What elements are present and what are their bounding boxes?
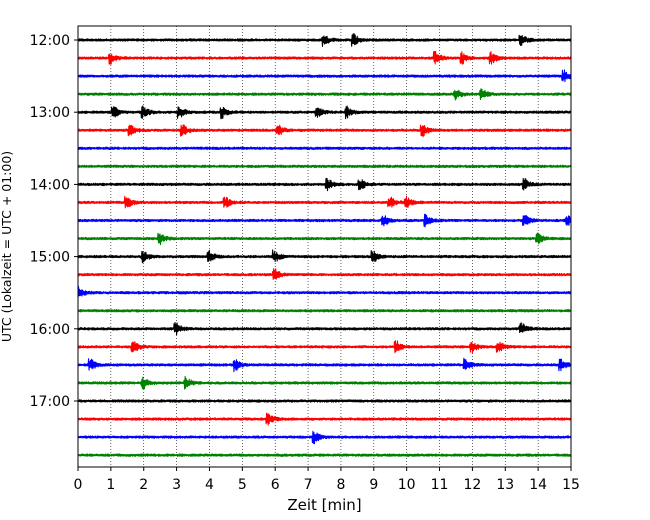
x-tick-label-1: 1 (106, 477, 115, 493)
seismic-traces (77, 33, 572, 457)
x-tick-label-12: 12 (463, 477, 481, 493)
trace-1400 (77, 177, 572, 192)
x-tick-label-15: 15 (562, 477, 580, 493)
trace-1745 (77, 453, 572, 457)
y-axis-label: UTC (Lokalzeit = UTC + 01:00) (0, 151, 14, 342)
plot-frame (77, 25, 572, 468)
y-tick-label-1500: 15:00 (30, 250, 70, 266)
y-tick-label-1300: 13:00 (30, 105, 70, 121)
x-tick-label-5: 5 (238, 477, 247, 493)
trace-1415 (77, 195, 572, 209)
x-axis-ticks: 0 1 2 3 4 5 6 7 8 9 10 11 12 13 14 15 (74, 467, 580, 493)
trace-1730 (77, 430, 572, 445)
x-tick-label-6: 6 (271, 477, 280, 493)
x-tick-label-9: 9 (369, 477, 378, 493)
y-axis-ticks: 12:00 13:00 14:00 15:00 16:00 17:00 (30, 33, 78, 410)
x-tick-label-0: 0 (74, 477, 83, 493)
trace-1245 (77, 88, 572, 101)
trace-1230 (77, 69, 572, 83)
trace-1700 (77, 399, 572, 403)
trace-1615 (77, 340, 572, 354)
trace-1445 (77, 232, 572, 246)
y-tick-label-1200: 12:00 (30, 33, 70, 49)
trace-1315 (77, 124, 572, 138)
trace-1600 (77, 321, 572, 336)
x-tick-label-14: 14 (529, 477, 547, 493)
x-tick-label-13: 13 (496, 477, 514, 493)
trace-1530 (77, 285, 572, 299)
y-tick-label-1400: 14:00 (30, 177, 70, 193)
trace-1500 (77, 249, 572, 264)
x-tick-label-11: 11 (431, 477, 449, 493)
x-tick-label-7: 7 (304, 477, 313, 493)
x-axis-label: Zeit [min] (287, 496, 361, 514)
x-tick-label-8: 8 (336, 477, 345, 493)
trace-1345 (77, 164, 572, 169)
x-tick-label-10: 10 (398, 477, 416, 493)
trace-1215 (77, 50, 572, 65)
trace-1430 (77, 213, 572, 228)
x-tick-label-4: 4 (205, 477, 214, 493)
trace-1645 (77, 375, 572, 390)
trace-1300 (77, 105, 572, 120)
trace-1200 (77, 33, 572, 47)
x-tick-label-2: 2 (139, 477, 148, 493)
y-tick-label-1700: 17:00 (30, 394, 70, 410)
x-tick-label-3: 3 (172, 477, 181, 493)
trace-1630 (77, 357, 572, 373)
trace-1330 (77, 146, 572, 151)
trace-1545 (77, 309, 572, 313)
trace-1515 (77, 268, 572, 280)
y-tick-label-1600: 16:00 (30, 322, 70, 338)
trace-1715 (77, 412, 572, 426)
